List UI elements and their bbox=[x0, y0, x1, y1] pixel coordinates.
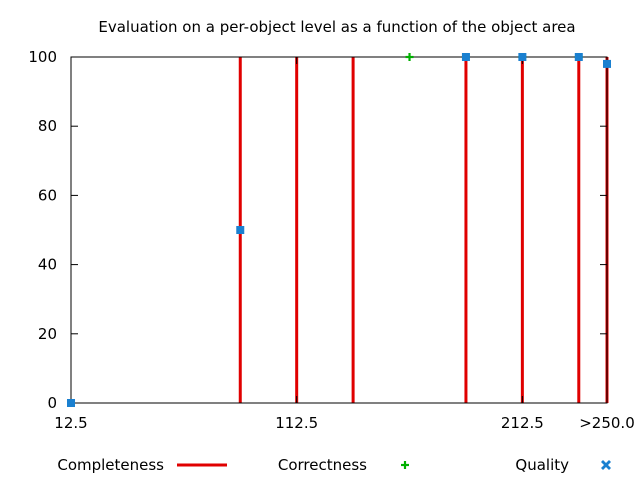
x-tick-label: 12.5 bbox=[54, 414, 87, 432]
x-tick-label: 112.5 bbox=[275, 414, 318, 432]
quality-point bbox=[236, 226, 245, 234]
legend-marker-correctness bbox=[401, 461, 409, 469]
x-axis: 12.5 112.5 212.5 >250.0 bbox=[54, 57, 635, 432]
quality-point bbox=[461, 53, 470, 61]
plot-frame bbox=[70, 56, 608, 404]
quality-point bbox=[574, 53, 583, 61]
legend-marker-quality bbox=[601, 460, 611, 470]
x-tick-label: 212.5 bbox=[501, 414, 544, 432]
y-tick-label: 60 bbox=[38, 186, 57, 204]
legend: Completeness Correctness Quality bbox=[57, 456, 611, 474]
legend-label-quality: Quality bbox=[515, 456, 569, 474]
legend-label-completeness: Completeness bbox=[57, 456, 164, 474]
x-tick-label: >250.0 bbox=[579, 414, 635, 432]
y-tick-label: 80 bbox=[38, 117, 57, 135]
y-tick-label: 40 bbox=[38, 256, 57, 274]
completeness-impulses bbox=[238, 57, 609, 403]
y-tick-label: 0 bbox=[47, 394, 57, 412]
chart-title: Evaluation on a per-object level as a fu… bbox=[98, 18, 575, 36]
y-tick-label: 100 bbox=[28, 48, 57, 66]
point-markers bbox=[67, 53, 611, 407]
quality-point bbox=[67, 399, 75, 407]
quality-point bbox=[603, 59, 611, 68]
y-axis: 0 20 40 60 80 100 bbox=[28, 48, 607, 412]
legend-label-correctness: Correctness bbox=[278, 456, 367, 474]
quality-point bbox=[518, 53, 527, 61]
correctness-point bbox=[405, 53, 414, 61]
legend-marker-quality-b bbox=[601, 460, 611, 470]
y-tick-label: 20 bbox=[38, 325, 57, 343]
